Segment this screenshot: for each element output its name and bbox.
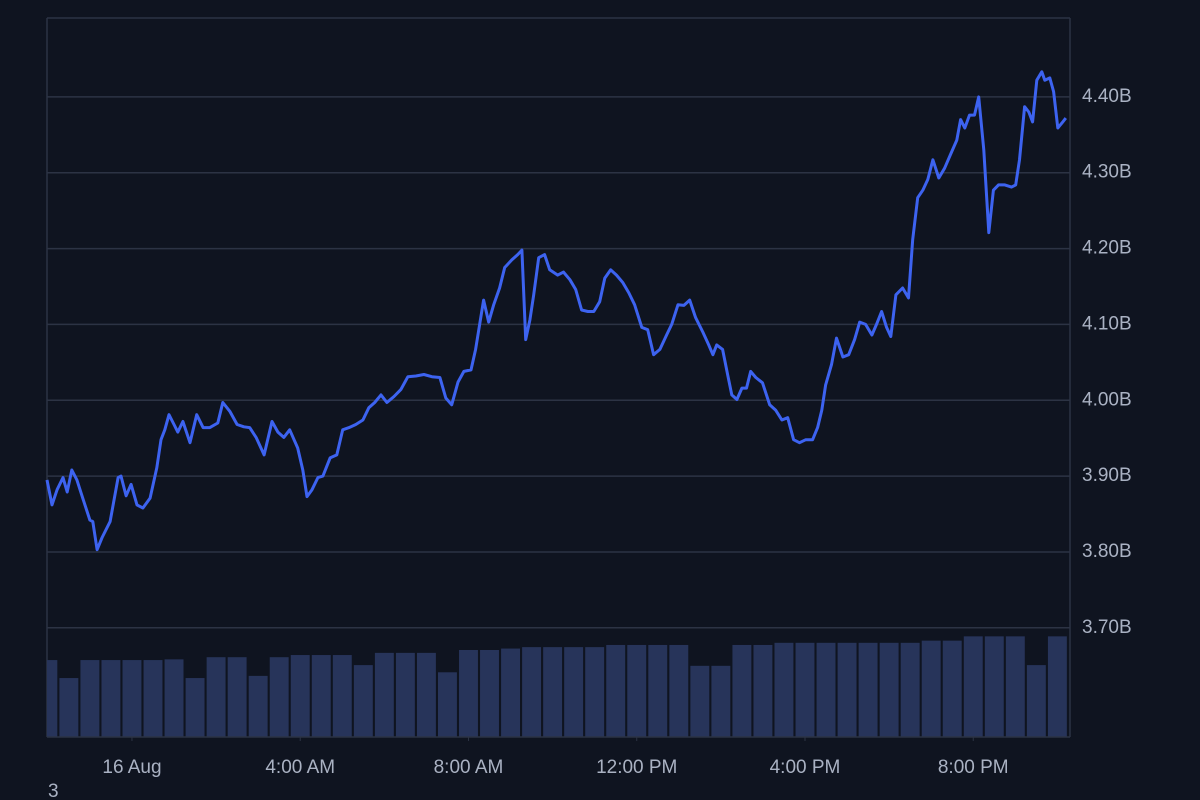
volume-bar — [1026, 665, 1046, 737]
volume-bar — [837, 642, 857, 737]
volume-bar — [185, 678, 205, 737]
volume-bar — [311, 655, 331, 737]
volume-bar — [732, 644, 752, 737]
y-tick-label: 4.40B — [1082, 86, 1132, 107]
y-tick-label: 4.30B — [1082, 162, 1132, 183]
volume-bar — [942, 640, 962, 737]
price-line — [45, 70, 1067, 552]
volume-bar — [816, 642, 836, 737]
volume-bar — [753, 644, 773, 737]
x-tick-label: 8:00 AM — [434, 757, 504, 778]
volume-bar — [290, 655, 310, 737]
volume-bar — [248, 675, 268, 737]
volume-bar — [774, 642, 794, 737]
y-tick-label: 4.10B — [1082, 313, 1132, 334]
volume-bar — [879, 642, 899, 737]
volume-bar — [585, 647, 605, 737]
volume-bar — [543, 647, 563, 737]
volume-bar — [627, 644, 647, 737]
volume-bar — [858, 642, 878, 737]
volume-bar — [227, 657, 247, 737]
volume-bar — [332, 655, 352, 737]
volume-bar — [690, 665, 710, 737]
volume-bar — [101, 660, 121, 737]
volume-bar — [47, 660, 58, 737]
volume-bar — [1047, 636, 1067, 737]
volume-bar — [374, 652, 394, 737]
volume-bar — [900, 642, 920, 737]
volume-bar — [648, 644, 668, 737]
annotation: 3 — [48, 781, 59, 800]
volume-bar — [669, 644, 689, 737]
volume-bar — [164, 659, 184, 737]
y-tick-label: 4.20B — [1082, 238, 1132, 259]
volume-bar — [122, 660, 142, 737]
x-tick-label: 16 Aug — [102, 757, 161, 778]
volume-bar — [522, 647, 542, 737]
volume-bar — [269, 657, 289, 737]
volume-bar — [206, 657, 226, 737]
volume-bar — [395, 652, 415, 737]
x-tick-label: 4:00 AM — [265, 757, 335, 778]
y-tick-label: 3.90B — [1082, 465, 1132, 486]
volume-bar — [711, 665, 731, 737]
x-tick-label: 12:00 PM — [596, 757, 677, 778]
volume-bar — [459, 650, 478, 737]
volume-bar — [480, 650, 499, 737]
volume-bar — [353, 665, 373, 737]
volume-bar — [437, 672, 457, 737]
volume-bar — [984, 636, 1004, 737]
volume-bar — [795, 642, 815, 737]
y-tick-label: 3.80B — [1082, 541, 1132, 562]
volume-bar — [80, 660, 100, 737]
volume-bar — [59, 678, 79, 737]
x-tick-label: 8:00 PM — [938, 757, 1009, 778]
volume-bar — [564, 647, 584, 737]
x-tick-label: 4:00 PM — [770, 757, 841, 778]
volume-bar — [416, 652, 436, 737]
volume-bar — [1005, 636, 1025, 737]
volume-bar — [921, 640, 941, 737]
volume-bar — [501, 648, 521, 737]
volume-bar — [963, 636, 983, 737]
volume-bar — [606, 644, 626, 737]
y-tick-label: 3.70B — [1082, 617, 1132, 638]
volume-bar — [143, 660, 163, 737]
y-tick-label: 4.00B — [1082, 389, 1132, 410]
